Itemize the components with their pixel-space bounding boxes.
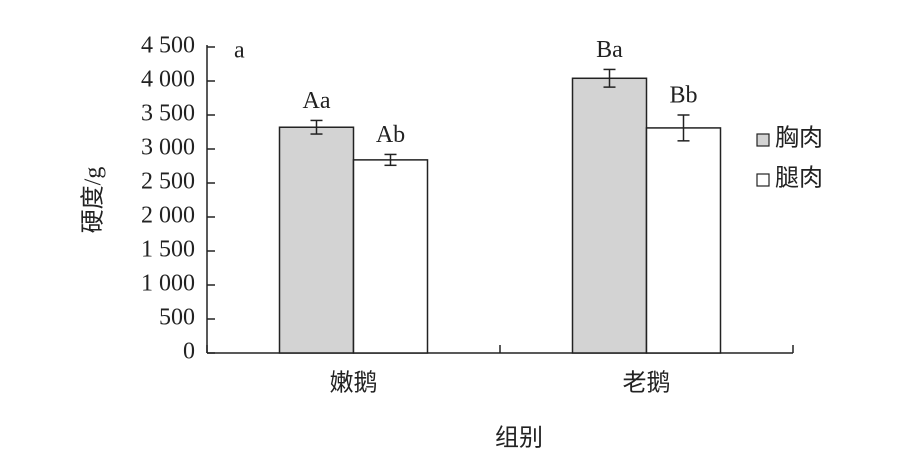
y-tick-label: 500 xyxy=(159,305,195,331)
y-tick-label: 4 000 xyxy=(141,67,195,93)
x-tick-label: 老鹅 xyxy=(623,370,671,397)
x-axis-label: 组别 xyxy=(495,425,543,452)
panel-label: a xyxy=(234,38,245,64)
y-tick-label: 1 000 xyxy=(141,271,195,297)
bar-annotation: Ba xyxy=(596,37,623,63)
bar-annotation: Aa xyxy=(303,88,331,114)
y-tick-label: 4 500 xyxy=(141,33,195,59)
x-tick-label: 嫩鹅 xyxy=(330,370,378,397)
y-tick-label: 0 xyxy=(183,339,195,365)
y-axis-label: 硬度/g xyxy=(80,167,107,234)
legend-swatch xyxy=(756,173,770,187)
legend-label: 腿肉 xyxy=(775,165,823,192)
y-tick-label: 2 000 xyxy=(141,203,195,229)
y-tick-label: 3 500 xyxy=(141,101,195,127)
y-tick-label: 3 000 xyxy=(141,135,195,161)
bar xyxy=(352,159,429,354)
bar-annotation: Bb xyxy=(669,83,697,109)
y-tick-label: 2 500 xyxy=(141,169,195,195)
bar-annotation: Ab xyxy=(376,122,405,148)
y-tick-label: 1 500 xyxy=(141,237,195,263)
bar xyxy=(278,126,355,354)
legend-label: 胸肉 xyxy=(775,125,823,152)
legend-swatch xyxy=(756,133,770,147)
bar xyxy=(571,77,648,354)
bar xyxy=(645,127,722,354)
